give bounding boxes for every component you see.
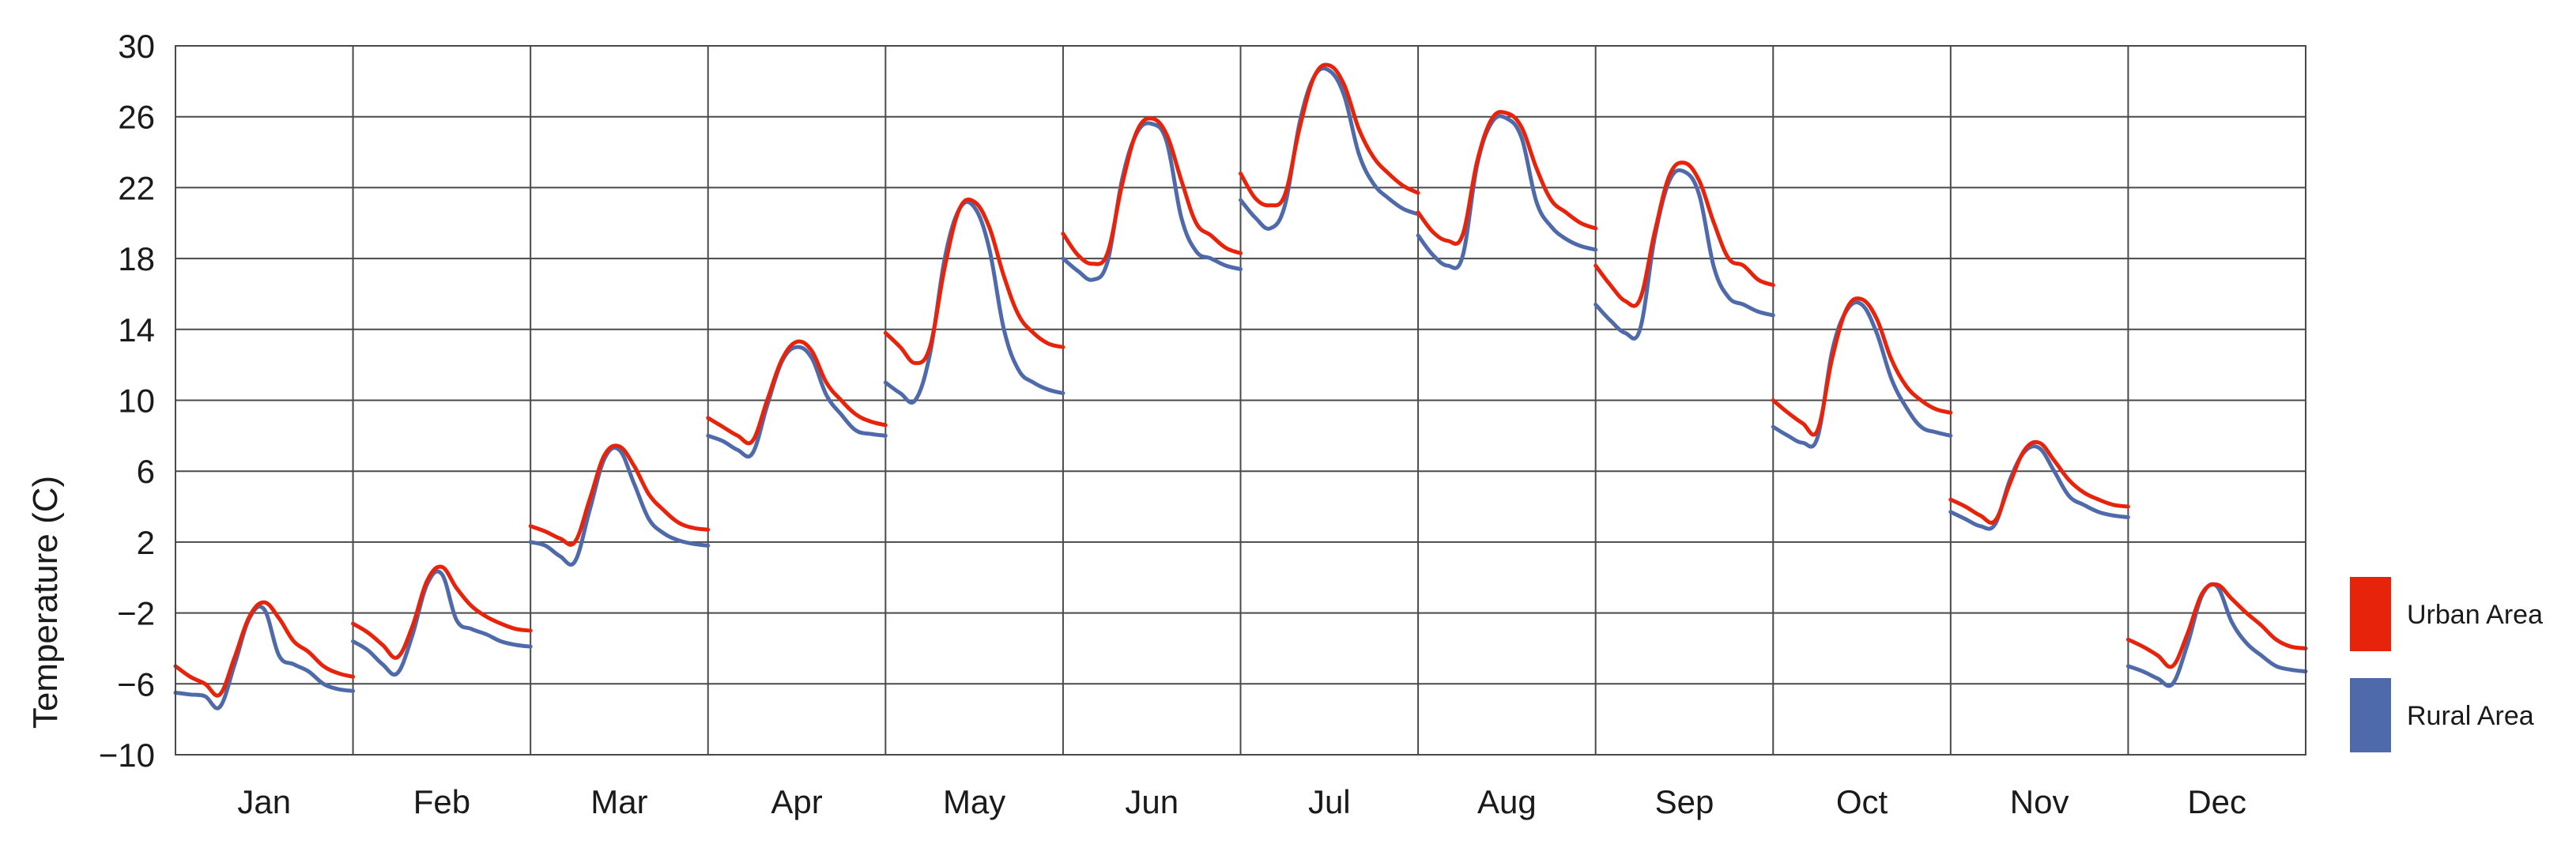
series-lines [173,62,2308,710]
legend-swatch-urban [2350,577,2391,651]
rural-line-nov [1948,444,2130,531]
rural-line-jun [1061,121,1243,282]
rural-line-oct [1771,300,1953,449]
urban-line-jul [1239,62,1420,208]
y-tick-label: 14 [118,311,155,349]
x-tick-label: Mar [590,783,647,820]
urban-line-oct [1771,296,1953,437]
legend: Urban Area Rural Area [2350,577,2543,752]
y-tick-label: 30 [118,28,155,65]
urban-line-sep [1593,160,1775,308]
urban-line-feb [351,564,533,660]
urban-line-may [883,197,1065,365]
grid [175,45,2306,756]
urban-line-dec [2125,582,2308,669]
y-tick-label: 6 [137,453,155,490]
legend-label-urban: Urban Area [2407,600,2543,630]
x-tick-label: Jan [237,783,291,820]
x-tick-label: Feb [413,783,470,820]
legend-swatch-rural [2350,678,2391,752]
y-tick-label: 26 [118,99,155,136]
rural-line-sep [1593,168,1775,341]
y-axis-label: Temperature (C) [26,476,65,729]
x-tick-label: Aug [1477,783,1537,820]
plot-border [175,45,2306,756]
urban-line-jan [173,600,356,698]
x-tick-label: Jul [1308,783,1351,820]
urban-line-apr [706,339,888,446]
y-tick-label: 10 [118,383,155,420]
rural-line-aug [1416,114,1598,270]
y-axis-ticks: 30 26 22 18 14 10 6 2 −2 −6 −10 [99,28,155,774]
y-tick-label: −10 [99,737,155,774]
x-axis-ticks: Jan Feb Mar Apr May Jun Jul Aug Sep Oct Nov Dec [237,783,2246,820]
y-tick-label: −2 [117,595,155,632]
legend-label-rural: Rural Area [2407,701,2534,731]
x-tick-label: Dec [2187,783,2246,820]
urban-line-aug [1416,110,1598,246]
rural-line-mar [528,446,711,567]
x-tick-label: Apr [771,783,822,820]
urban-line-jun [1061,116,1243,266]
y-tick-label: 22 [118,169,155,206]
rural-line-feb [351,569,533,677]
rural-line-jan [173,605,356,710]
y-tick-label: 2 [137,524,155,561]
x-tick-label: May [943,783,1005,820]
rural-line-dec [2125,582,2308,688]
rural-line-jul [1239,66,1420,231]
urban-line-nov [1948,439,2130,525]
x-tick-label: Jun [1125,783,1179,820]
x-tick-label: Oct [1836,783,1888,820]
x-tick-label: Nov [2010,783,2069,820]
rural-line-apr [706,345,888,459]
plot-frame [175,45,2306,756]
y-tick-label: −6 [117,665,155,703]
x-tick-label: Sep [1655,783,1714,820]
rural-line-may [883,200,1065,405]
y-tick-label: 18 [118,240,155,277]
urban-line-mar [528,443,711,547]
